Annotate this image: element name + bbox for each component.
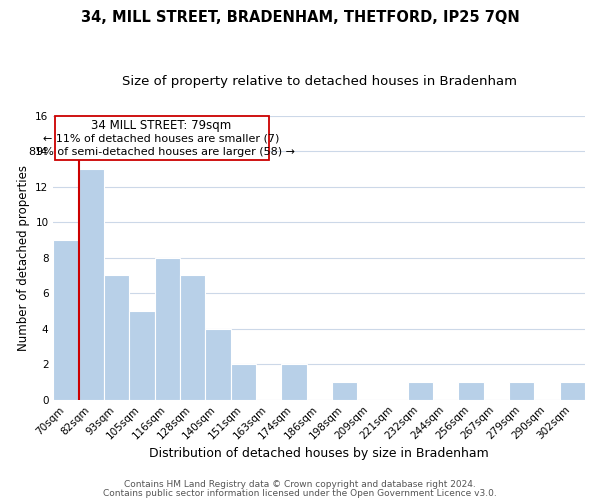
Text: Contains HM Land Registry data © Crown copyright and database right 2024.: Contains HM Land Registry data © Crown c… bbox=[124, 480, 476, 489]
Text: 34 MILL STREET: 79sqm: 34 MILL STREET: 79sqm bbox=[91, 119, 232, 132]
Text: 89% of semi-detached houses are larger (58) →: 89% of semi-detached houses are larger (… bbox=[29, 147, 295, 157]
Bar bbox=[129, 311, 155, 400]
Bar bbox=[408, 382, 433, 400]
Bar bbox=[332, 382, 357, 400]
Bar bbox=[53, 240, 79, 400]
Bar bbox=[230, 364, 256, 400]
Text: Contains public sector information licensed under the Open Government Licence v3: Contains public sector information licen… bbox=[103, 488, 497, 498]
Bar bbox=[104, 276, 129, 400]
Title: Size of property relative to detached houses in Bradenham: Size of property relative to detached ho… bbox=[122, 75, 517, 88]
Bar bbox=[509, 382, 535, 400]
Bar bbox=[281, 364, 307, 400]
Bar bbox=[180, 276, 205, 400]
Y-axis label: Number of detached properties: Number of detached properties bbox=[17, 164, 29, 350]
Bar bbox=[55, 116, 269, 160]
Bar bbox=[155, 258, 180, 400]
Bar bbox=[79, 169, 104, 400]
X-axis label: Distribution of detached houses by size in Bradenham: Distribution of detached houses by size … bbox=[149, 447, 489, 460]
Text: ← 11% of detached houses are smaller (7): ← 11% of detached houses are smaller (7) bbox=[43, 134, 280, 143]
Text: 34, MILL STREET, BRADENHAM, THETFORD, IP25 7QN: 34, MILL STREET, BRADENHAM, THETFORD, IP… bbox=[80, 10, 520, 25]
Bar bbox=[205, 328, 230, 400]
Bar bbox=[560, 382, 585, 400]
Bar bbox=[458, 382, 484, 400]
